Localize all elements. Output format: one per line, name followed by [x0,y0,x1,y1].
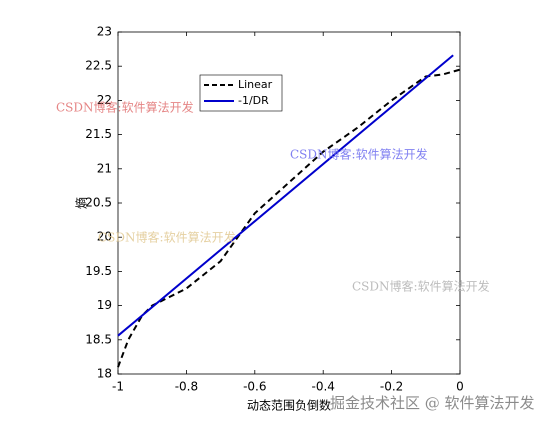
y-tick-label: 18.5 [85,332,112,346]
watermark: CSDN博客:软件算法开发 [56,100,194,115]
y-tick-label: 23 [97,25,112,39]
watermark: 掘金技术社区 @ 软件算法开发 [330,394,535,412]
watermark: CSDN博客:软件算法开发 [290,147,428,162]
x-tick-label: -0.2 [380,380,403,394]
x-tick-label: -0.4 [311,380,334,394]
x-tick-label: -0.6 [243,380,266,394]
y-tick-label: 19.5 [85,264,112,278]
x-tick-label: -1 [112,380,124,394]
legend-label: -1/DR [238,94,269,107]
legend-box [199,74,283,112]
plot-area [117,31,461,375]
y-tick-label: 20 [97,230,112,244]
y-tick-label: 18 [97,367,112,381]
x-tick-label: -0.8 [175,380,198,394]
watermark: CSDN博客:软件算法开发 [352,279,490,294]
series-line [117,68,461,368]
y-tick-label: 21 [97,161,112,175]
x-axis-label: 动态范围负倒数 [247,398,331,413]
y-tick-label: 21.5 [85,127,112,141]
legend-label: Linear [238,78,273,91]
y-tick-label: 20.5 [85,196,112,210]
x-tick-label: 0 [456,380,464,394]
y-axis-label: 熵 [74,197,89,209]
series-line [117,54,454,337]
y-tick-label: 22.5 [85,59,112,73]
watermark: CSDN博客:软件算法开发 [98,230,236,245]
y-tick-label: 22 [97,93,112,107]
y-tick-label: 19 [97,298,112,312]
